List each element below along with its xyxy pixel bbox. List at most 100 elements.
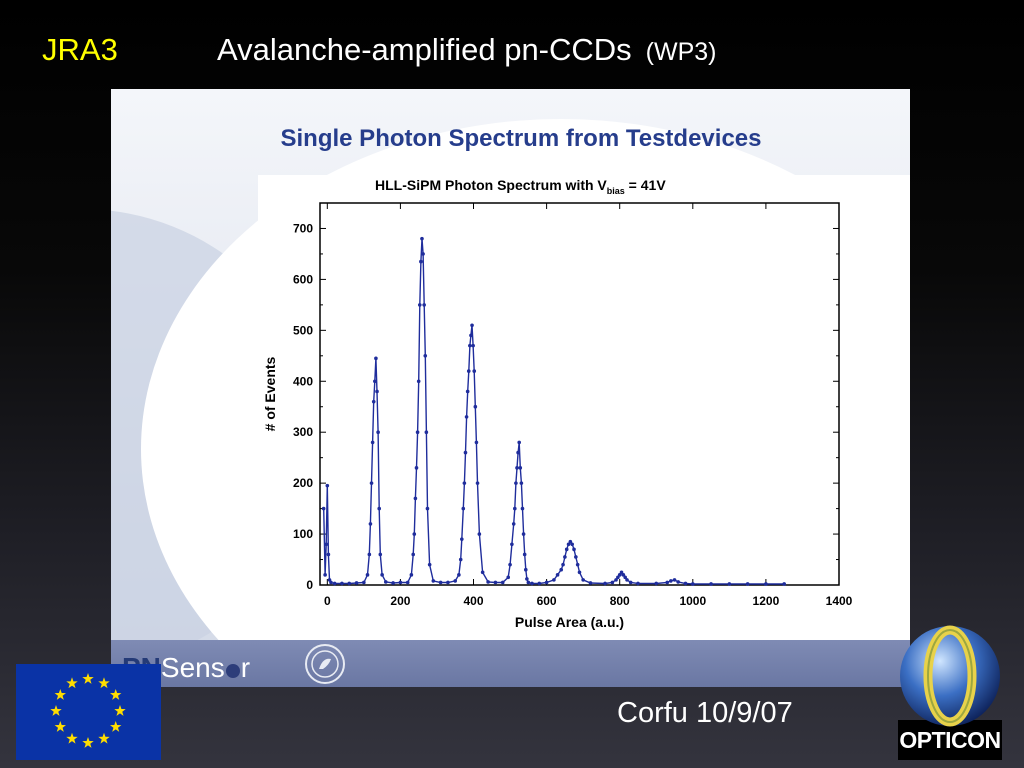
opticon-logo-icon [898, 625, 1002, 760]
data-point [521, 532, 526, 536]
data-point [367, 552, 372, 557]
data-point [577, 570, 582, 575]
data-point [458, 557, 463, 562]
data-point [423, 354, 428, 358]
slide-title: Avalanche-amplified pn-CCDs (WP3) [217, 32, 717, 68]
data-point [486, 580, 490, 584]
data-point [371, 399, 376, 404]
x-tick-label: 1400 [826, 594, 853, 608]
data-point [416, 379, 421, 384]
data-point [465, 389, 470, 394]
data-point [510, 542, 514, 547]
chart-area [258, 175, 910, 640]
data-point [471, 343, 475, 348]
data-point [374, 356, 378, 361]
data-point [506, 575, 511, 580]
x-tick-label: 0 [324, 594, 331, 608]
data-point [472, 369, 477, 373]
data-point [354, 581, 359, 585]
data-point [427, 562, 432, 567]
data-point [525, 577, 529, 581]
data-point [420, 236, 424, 241]
data-point [332, 581, 337, 586]
data-point [636, 581, 640, 586]
data-point [566, 542, 571, 547]
data-point [519, 481, 524, 485]
pnsensor-logo-middle: Sens [160, 652, 225, 683]
data-point [621, 573, 626, 577]
x-tick-label: 200 [390, 594, 410, 608]
data-point [508, 562, 512, 567]
data-point [537, 581, 542, 586]
eu-flag-icon [16, 664, 161, 760]
slide-title-suffix: (WP3) [645, 38, 717, 66]
data-point [522, 552, 527, 557]
data-point [461, 506, 466, 511]
data-point [544, 580, 549, 585]
data-point [628, 580, 633, 585]
pnsensor-logo-end: r [240, 652, 251, 683]
eu-star-icon [54, 689, 66, 700]
data-point [383, 580, 388, 584]
data-point [470, 323, 474, 328]
eu-star-icon [98, 732, 110, 744]
x-tick-label: 400 [463, 594, 483, 608]
data-point [329, 580, 333, 585]
data-point [473, 404, 478, 409]
eu-star-icon [114, 705, 126, 716]
figure-panel: Single Photon Spectrum from Testdevices … [111, 89, 910, 640]
data-point [523, 567, 528, 572]
data-point [514, 481, 518, 485]
figure-svg: Single Photon Spectrum from Testdevices … [111, 89, 910, 640]
data-point [493, 580, 498, 585]
data-point [340, 581, 344, 586]
data-point [516, 450, 520, 455]
data-point [526, 580, 531, 585]
chart-title-end: = 41V [625, 177, 667, 193]
data-point [623, 575, 627, 580]
chart-title: HLL-SiPM Photon Spectrum with Vbias = 41… [375, 177, 666, 196]
data-point [377, 506, 382, 511]
data-point [520, 506, 525, 511]
data-point [683, 581, 688, 586]
data-point [457, 573, 461, 577]
x-tick-label: 600 [537, 594, 557, 608]
data-point [727, 582, 732, 586]
data-point [588, 581, 593, 585]
x-tick-label: 1000 [679, 594, 706, 608]
data-point [453, 579, 458, 583]
data-point [480, 570, 485, 575]
data-point [468, 343, 472, 348]
data-point [422, 303, 426, 307]
data-point [375, 389, 379, 394]
eu-star-icon [50, 705, 62, 716]
y-tick-label: 600 [293, 272, 313, 286]
panel-heading: Single Photon Spectrum from Testdevices [281, 125, 762, 152]
spectrum-chart: 0 200 400 600 800 1000 1200 1400 0 100 200 300 400 50… [262, 177, 853, 630]
data-point [409, 573, 414, 577]
data-point [380, 573, 384, 577]
data-point [574, 555, 578, 559]
eu-star-icon [54, 721, 66, 732]
data-point [563, 555, 567, 559]
data-point [614, 578, 618, 582]
data-point [665, 580, 670, 585]
data-point [419, 259, 423, 264]
data-point [362, 580, 366, 585]
y-tick-label: 400 [293, 374, 313, 388]
data-point [619, 570, 624, 575]
data-point [425, 506, 430, 511]
chart-title-main: HLL-SiPM Photon Spectrum with V [375, 177, 607, 193]
y-tick-label: 0 [306, 578, 313, 592]
eu-star-icon [98, 677, 110, 689]
data-point [617, 573, 622, 577]
x-axis-label: Pulse Area (a.u.) [515, 614, 624, 630]
data-point [378, 552, 383, 557]
data-point [745, 582, 750, 586]
data-point [376, 430, 380, 435]
data-point [654, 581, 659, 586]
data-point [398, 580, 403, 585]
data-point [424, 430, 429, 435]
pnsensor-logo-dot-icon [225, 664, 240, 678]
data-point [564, 547, 569, 552]
